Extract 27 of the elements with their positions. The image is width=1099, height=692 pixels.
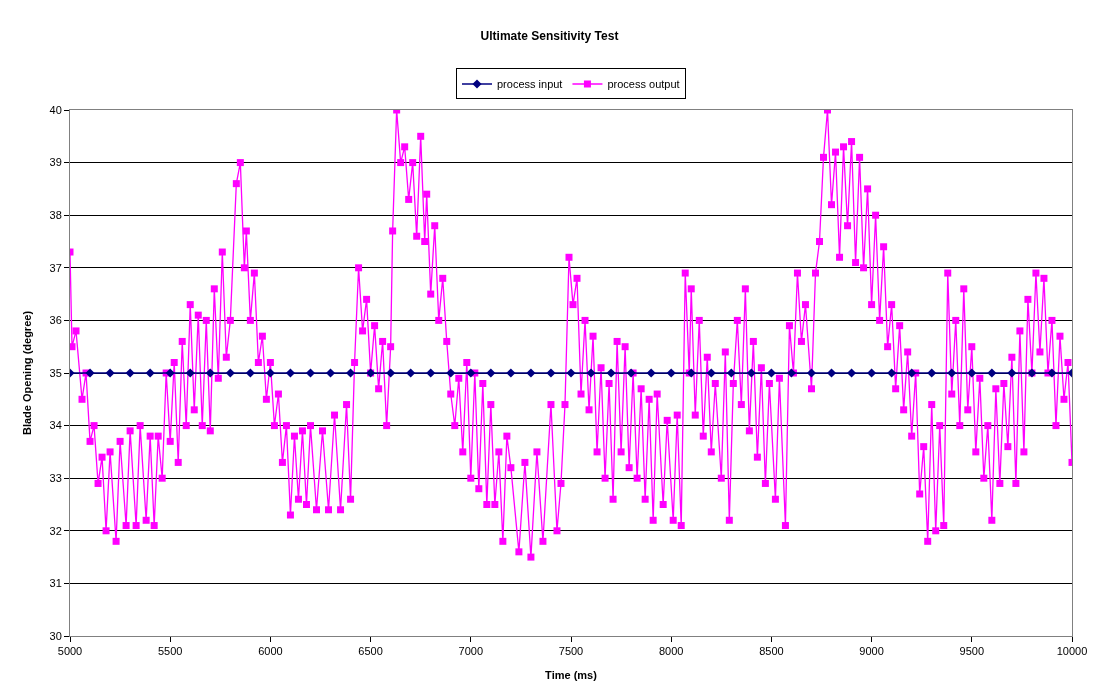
y-tick-label: 33 bbox=[49, 472, 62, 485]
x-tick-label: 6500 bbox=[358, 645, 383, 658]
x-tick-label: 7000 bbox=[458, 645, 484, 658]
y-tick-label: 38 bbox=[49, 209, 62, 222]
y-tick-label: 36 bbox=[49, 314, 62, 327]
x-tick-label: 8000 bbox=[658, 645, 684, 658]
y-tick-label: 34 bbox=[49, 419, 62, 432]
x-tick-label: 5500 bbox=[157, 645, 183, 658]
y-tick-label: 39 bbox=[49, 156, 62, 169]
legend-label: process output bbox=[607, 78, 680, 91]
x-tick-label: 6000 bbox=[258, 645, 283, 658]
y-tick-label: 35 bbox=[49, 366, 62, 379]
x-tick-label: 10000 bbox=[1056, 645, 1088, 658]
y-tick-label: 32 bbox=[49, 524, 62, 537]
x-tick-label: 8500 bbox=[759, 645, 784, 658]
y-axis-title: Blade Opening (degree) bbox=[21, 310, 34, 436]
x-axis-title: Time (ms) bbox=[545, 669, 598, 682]
y-tick-label: 40 bbox=[49, 103, 62, 116]
y-tick-label: 30 bbox=[49, 629, 62, 642]
x-tick-label: 9500 bbox=[959, 645, 985, 658]
chart-title: Ultimate Sensitivity Test bbox=[480, 28, 619, 43]
x-tick-label: 9000 bbox=[859, 645, 884, 658]
y-tick-label: 37 bbox=[49, 261, 62, 274]
legend-label: process input bbox=[497, 78, 563, 91]
x-tick-label: 7500 bbox=[558, 645, 584, 658]
y-tick-label: 31 bbox=[49, 577, 62, 590]
x-tick-label: 5000 bbox=[57, 645, 83, 658]
